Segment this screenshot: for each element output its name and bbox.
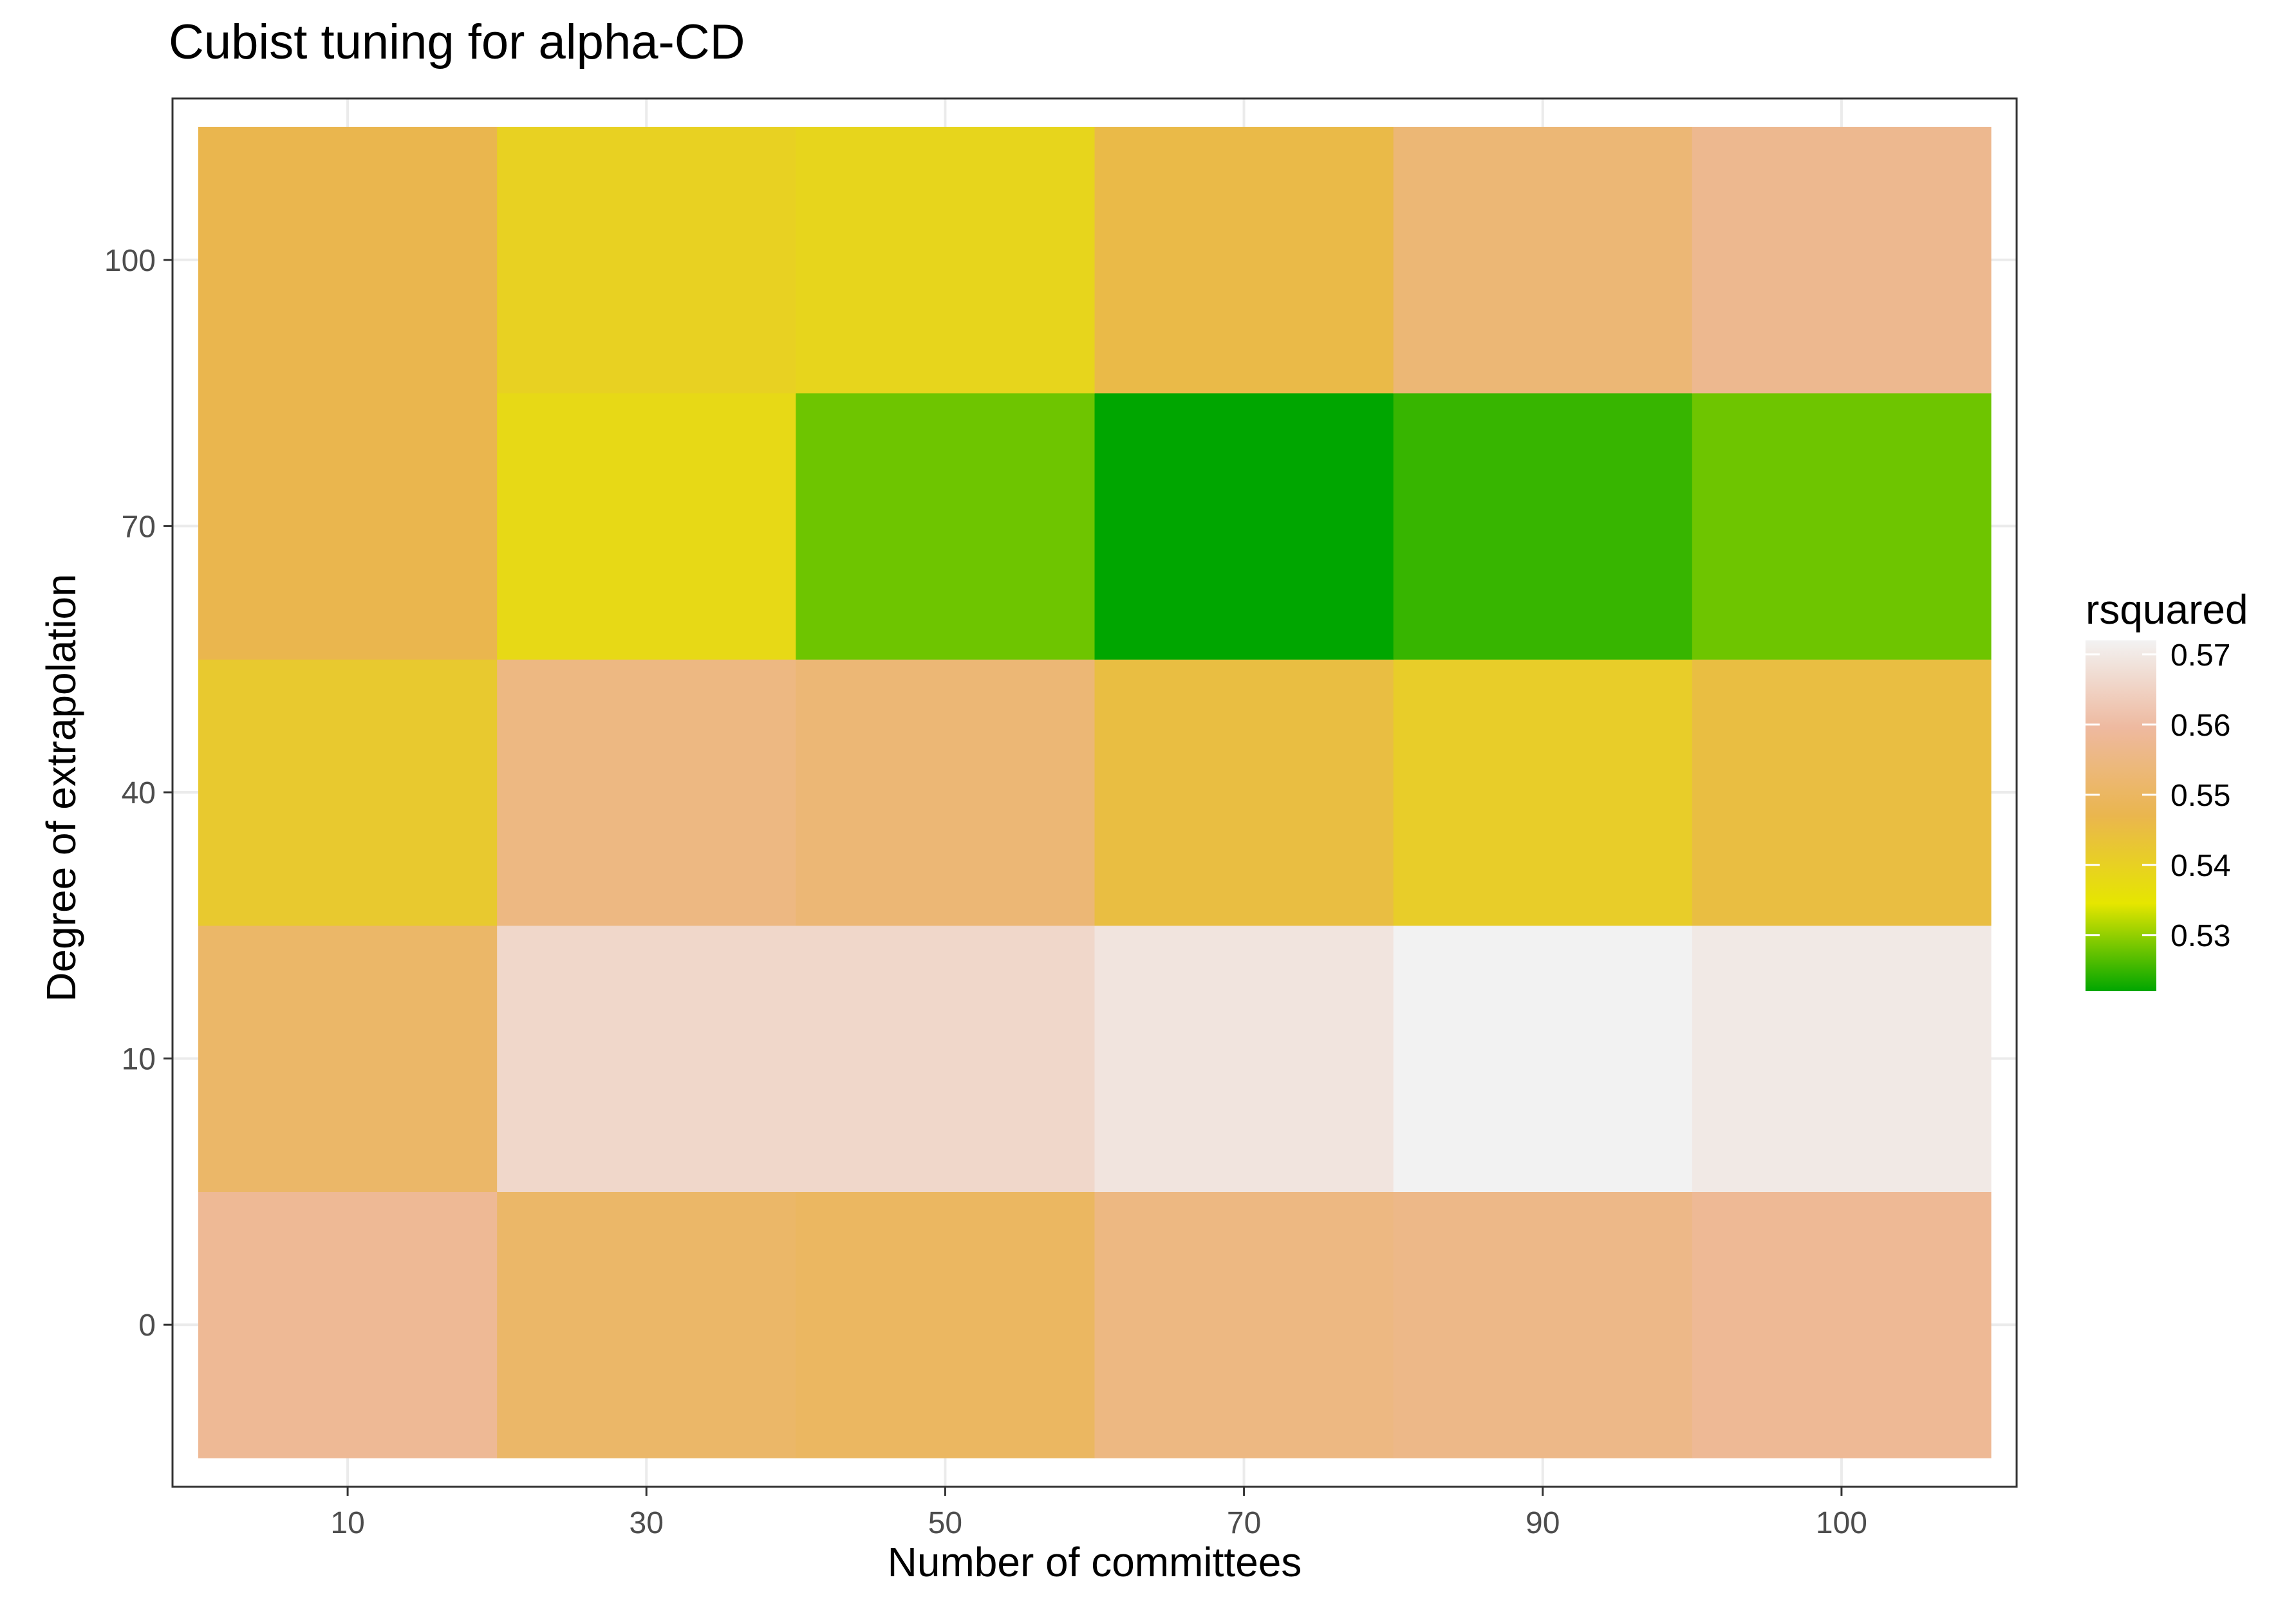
heatmap-tile-100-0 (1692, 1191, 1992, 1458)
y-tick-label: 10 (122, 1043, 156, 1077)
legend-label: 0.55 (2170, 779, 2230, 813)
legend-label: 0.57 (2170, 638, 2230, 673)
heatmap-tile-90-70 (1393, 393, 1693, 660)
x-tick-label: 70 (1227, 1506, 1261, 1540)
heatmap-tile-70-40 (1094, 659, 1394, 926)
heatmap-tile-10-40 (198, 659, 498, 926)
heatmap-tile-10-10 (198, 925, 498, 1192)
heatmap-tile-50-100 (796, 127, 1096, 394)
x-tick-label: 10 (330, 1506, 364, 1540)
heatmap-tile-30-0 (497, 1191, 796, 1458)
heatmap-tile-70-10 (1094, 925, 1394, 1192)
legend-label: 0.54 (2170, 849, 2230, 883)
legend-gradient-bar (2086, 640, 2156, 991)
x-tick-label: 90 (1526, 1506, 1560, 1540)
legend-label: 0.56 (2170, 709, 2230, 743)
heatmap-tile-90-40 (1393, 659, 1693, 926)
y-tick-label: 100 (104, 244, 156, 278)
legend-label: 0.53 (2170, 919, 2230, 953)
heatmap-tile-30-40 (497, 659, 796, 926)
y-tick-label: 70 (122, 510, 156, 544)
heatmap-tiles (198, 127, 1992, 1458)
heatmap-tile-100-70 (1692, 393, 1992, 660)
x-tick-label: 30 (630, 1506, 664, 1540)
heatmap-tile-30-10 (497, 925, 796, 1192)
heatmap-tile-30-70 (497, 393, 796, 660)
x-tick-label: 50 (928, 1506, 962, 1540)
heatmap-tile-70-70 (1094, 393, 1394, 660)
y-axis-title: Degree of extrapolation (38, 573, 84, 1002)
heatmap-tile-100-100 (1692, 127, 1992, 394)
heatmap-tile-50-40 (796, 659, 1096, 926)
heatmap-tile-50-10 (796, 925, 1096, 1192)
heatmap-tile-90-100 (1393, 127, 1693, 394)
heatmap-tile-50-70 (796, 393, 1096, 660)
y-tick-label: 40 (122, 776, 156, 810)
legend-title: rsquared (2086, 586, 2248, 633)
heatmap-tile-10-0 (198, 1191, 498, 1458)
heatmap-tile-10-100 (198, 127, 498, 394)
heatmap-tile-70-0 (1094, 1191, 1394, 1458)
heatmap-tile-30-100 (497, 127, 796, 394)
heatmap-tile-90-0 (1393, 1191, 1693, 1458)
x-axis-title: Number of committees (887, 1539, 1302, 1585)
legend-colorbar: 0.57 0.56 0.55 0.54 0.53 (2086, 638, 2230, 991)
heatmap-tile-10-70 (198, 393, 498, 660)
chart-title: Cubist tuning for alpha-CD (169, 15, 745, 70)
heatmap-tile-50-0 (796, 1191, 1096, 1458)
heatmap-tile-100-40 (1692, 659, 1992, 926)
x-tick-label: 100 (1816, 1506, 1867, 1540)
heatmap-tile-90-10 (1393, 925, 1693, 1192)
axes: 10 30 50 70 90 100 0 10 40 70 100 (104, 97, 2018, 1540)
y-tick-label: 0 (138, 1309, 156, 1343)
heatmap-tile-70-100 (1094, 127, 1394, 394)
heatmap-tile-100-10 (1692, 925, 1992, 1192)
